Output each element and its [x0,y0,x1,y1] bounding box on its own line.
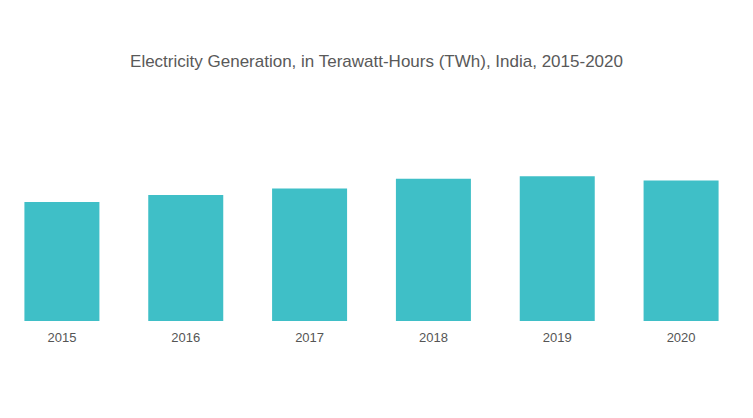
svg-text:Electricity Generation, in Ter: Electricity Generation, in Terawatt-Hour… [130,52,623,71]
svg-text:2015: 2015 [47,330,76,345]
svg-text:2018: 2018 [419,330,448,345]
svg-text:2020: 2020 [667,330,696,345]
svg-text:2017: 2017 [295,330,324,345]
svg-text:2016: 2016 [171,330,200,345]
svg-text:2019: 2019 [543,330,572,345]
